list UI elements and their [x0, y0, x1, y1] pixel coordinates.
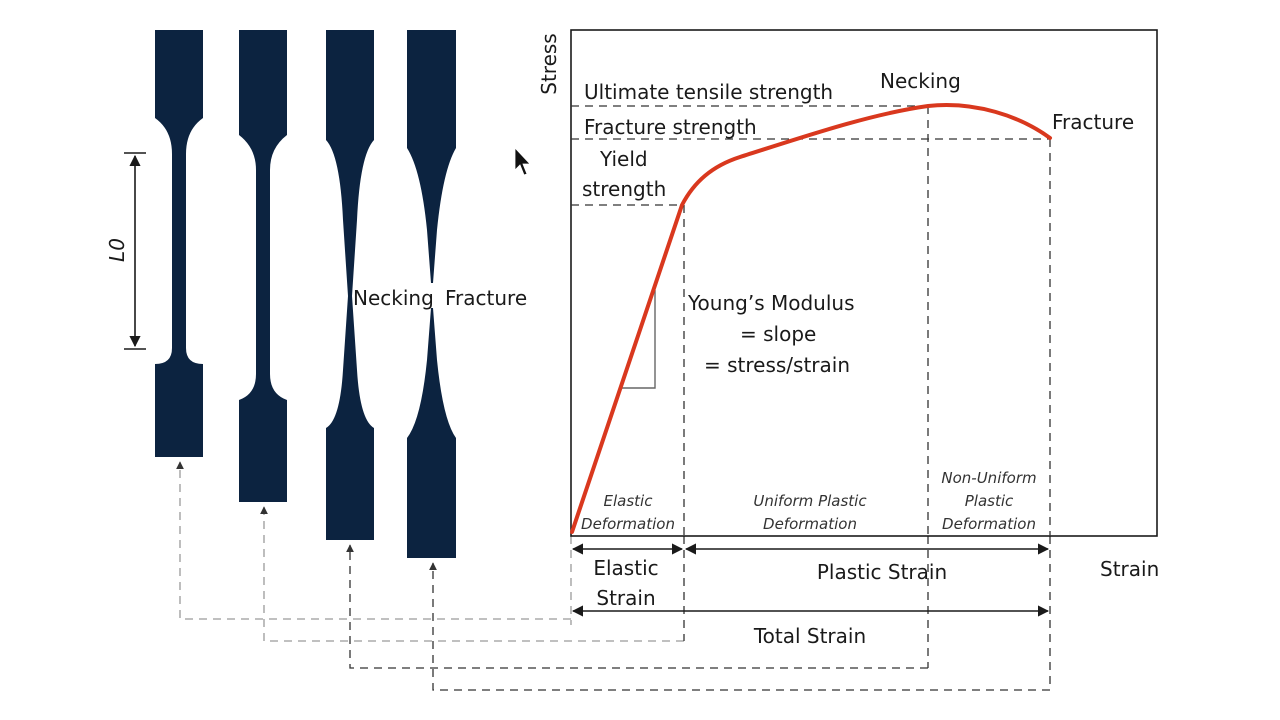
yield-strength-label-line2: strength [582, 177, 666, 201]
region-elastic-line1: Elastic [604, 492, 654, 510]
stress-strain-curve [570, 103, 1052, 534]
specimen-original [155, 30, 203, 457]
connector-necked [346, 544, 928, 669]
elastic-strain-label-line2: Strain [596, 586, 655, 610]
specimen-fractured-bottom [407, 308, 456, 558]
youngs-modulus-line3: = stress/strain [704, 353, 850, 377]
specimen-fractured-top [407, 30, 456, 283]
x-axis-label: Strain [1100, 557, 1159, 581]
region-nonuniform-line1: Non-Uniform [941, 469, 1036, 487]
region-uniform-line1: Uniform Plastic [753, 492, 867, 510]
plastic-strain-label: Plastic Strain [817, 560, 947, 584]
connector-group [176, 461, 1051, 691]
gauge-length-label: L0 [105, 238, 129, 262]
specimen-group: L0 Necking Fracture [105, 30, 527, 558]
specimen-necked [326, 30, 374, 540]
youngs-modulus-line2: = slope [740, 322, 816, 346]
fracture-strength-label: Fracture strength [584, 115, 757, 139]
elastic-strain-label-line1: Elastic [593, 556, 658, 580]
fracture-point-label: Fracture [1052, 110, 1134, 134]
mouse-cursor-icon [514, 146, 531, 176]
region-nonuniform-line2: Plastic [965, 492, 1014, 510]
specimen-fracture-label: Fracture [445, 286, 527, 310]
y-axis-label: Stress [537, 33, 561, 94]
chart-area: Stress Strain Ultimate tensile strength … [537, 29, 1159, 581]
necking-point-label: Necking [880, 69, 961, 93]
region-uniform-line2: Deformation [763, 515, 857, 533]
slope-triangle [620, 290, 656, 389]
chart-frame [570, 29, 1158, 537]
region-nonuniform-line3: Deformation [942, 515, 1036, 533]
yield-strength-label-line1: Yield [599, 147, 648, 171]
connector-original [176, 461, 571, 620]
uts-label: Ultimate tensile strength [584, 80, 833, 104]
youngs-modulus-line1: Young’s Modulus [687, 291, 855, 315]
connector-fractured [429, 562, 1050, 691]
connector-elongated [260, 506, 684, 642]
specimen-elongated [239, 30, 287, 502]
region-elastic-line2: Deformation [581, 515, 675, 533]
strain-range-group: Elastic Strain Plastic Strain Total Stra… [571, 543, 1050, 648]
total-strain-label: Total Strain [753, 624, 866, 648]
specimen-necking-label: Necking [353, 286, 434, 310]
